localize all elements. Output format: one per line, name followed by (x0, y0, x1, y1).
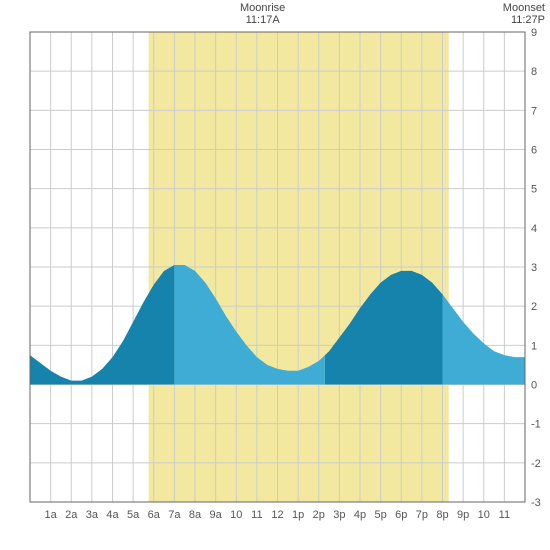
moonset-title: Moonset (503, 2, 545, 14)
x-tick-label: 2p (313, 509, 325, 521)
x-tick-label: 10 (478, 509, 490, 521)
x-tick-label: 10 (230, 509, 242, 521)
tide-chart: Moonrise 11:17A Moonset 11:27P -3-2-1012… (0, 0, 550, 550)
x-tick-label: 9p (457, 509, 469, 521)
x-tick-label: 4a (106, 509, 119, 521)
x-tick-label: 7p (416, 509, 428, 521)
moonrise-title: Moonrise (240, 2, 285, 14)
y-tick-label: 5 (531, 184, 537, 196)
y-tick-label: 0 (531, 380, 537, 392)
x-tick-label: 8a (189, 509, 202, 521)
moonrise-time: 11:17A (240, 14, 285, 26)
x-tick-label: 12 (271, 509, 283, 521)
y-tick-label: 2 (531, 301, 537, 313)
x-tick-label: 11 (251, 509, 262, 521)
x-tick-label: 6a (148, 509, 161, 521)
x-tick-label: 11 (499, 509, 510, 521)
x-tick-label: 8p (436, 509, 448, 521)
y-tick-label: 8 (531, 66, 537, 78)
x-tick-label: 5a (127, 509, 140, 521)
moonset-time: 11:27P (503, 14, 545, 26)
top-labels: Moonrise 11:17A Moonset 11:27P (0, 2, 550, 32)
x-tick-label: 3p (333, 509, 345, 521)
y-tick-label: 1 (531, 340, 537, 352)
x-tick-label: 1p (292, 509, 304, 521)
y-tick-label: 3 (531, 262, 537, 274)
x-tick-label: 6p (395, 509, 407, 521)
moonrise-label: Moonrise 11:17A (240, 2, 285, 26)
x-tick-label: 1a (45, 509, 58, 521)
x-tick-label: 4p (354, 509, 366, 521)
y-tick-label: 7 (531, 105, 537, 117)
x-tick-label: 3a (86, 509, 99, 521)
y-tick-label: 6 (531, 145, 537, 157)
x-tick-label: 5p (375, 509, 387, 521)
y-tick-label: 4 (531, 223, 537, 235)
y-tick-label: -1 (531, 419, 541, 431)
x-tick-label: 2a (65, 509, 78, 521)
y-tick-label: -2 (531, 458, 541, 470)
y-tick-label: -3 (531, 497, 541, 509)
moonset-label: Moonset 11:27P (503, 2, 545, 26)
x-tick-label: 9a (210, 509, 223, 521)
x-tick-label: 7a (168, 509, 181, 521)
chart-svg: -3-2-101234567891a2a3a4a5a6a7a8a9a101112… (0, 0, 550, 550)
